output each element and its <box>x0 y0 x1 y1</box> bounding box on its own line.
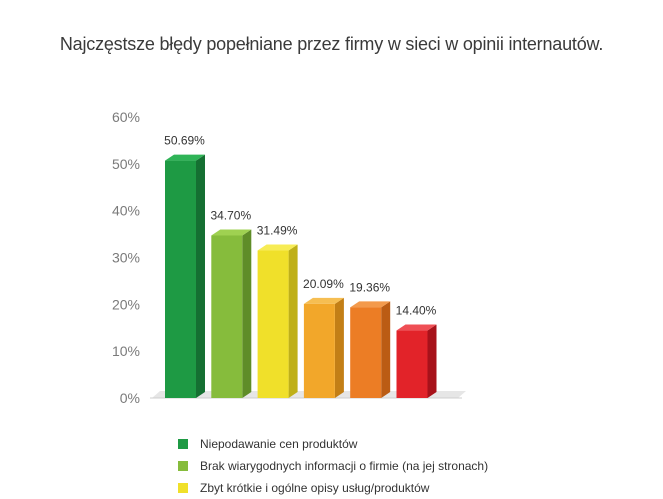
data-label: 31.49% <box>257 224 298 238</box>
y-tick-label: 0% <box>120 390 140 406</box>
legend-item: Zbyt krótkie i ogólne opisy usług/produk… <box>178 477 488 499</box>
y-tick-label: 50% <box>112 156 140 172</box>
data-label: 34.70% <box>210 208 251 222</box>
bar-side <box>381 301 391 398</box>
bar <box>350 301 391 398</box>
bar-front <box>303 303 335 398</box>
legend-label: Niepodawanie cen produktów <box>200 437 358 451</box>
bar-side <box>427 324 437 398</box>
data-label: 14.40% <box>396 304 437 318</box>
bar-front <box>211 235 243 398</box>
bar-top <box>211 229 252 236</box>
bar-side <box>334 297 344 398</box>
bar-front <box>396 330 428 398</box>
y-tick-label: 10% <box>112 343 140 359</box>
y-tick-label: 30% <box>112 250 140 266</box>
bar-side <box>196 154 205 398</box>
legend: Niepodawanie cen produktów Brak wiarygodn… <box>178 433 488 499</box>
bar-top <box>165 154 205 161</box>
legend-item: Niepodawanie cen produktów <box>178 433 488 455</box>
legend-label: Zbyt krótkie i ogólne opisy usług/produk… <box>200 481 430 495</box>
bar-front <box>350 307 382 398</box>
y-tick-label: 40% <box>112 203 140 219</box>
data-label: 19.36% <box>349 280 390 294</box>
legend-swatch <box>178 439 188 449</box>
bar <box>165 154 205 398</box>
bar <box>303 297 344 398</box>
data-label: 20.09% <box>303 277 344 291</box>
bar-side <box>288 244 298 398</box>
y-tick-label: 60% <box>112 109 140 125</box>
bar-top <box>257 244 298 251</box>
bar-front <box>165 160 196 398</box>
bar-side <box>242 229 252 398</box>
bar-top <box>396 324 437 331</box>
legend-swatch <box>178 461 188 471</box>
legend-label: Brak wiarygodnych informacji o firmie (n… <box>200 459 489 473</box>
data-label: 50.69% <box>164 134 205 148</box>
data-labels: 50.69% 34.70% 31.49% 20.09% 19.36% 14.40% <box>164 134 437 318</box>
bar-top <box>350 301 391 308</box>
legend-item: Brak wiarygodnych informacji o firmie (n… <box>178 455 488 477</box>
legend-swatch <box>178 483 188 493</box>
bar <box>211 229 252 398</box>
y-tick-label: 20% <box>112 296 140 312</box>
bars <box>165 154 437 398</box>
bar-front <box>257 250 289 398</box>
bar-top <box>303 297 344 304</box>
bar <box>257 244 298 398</box>
bar <box>396 324 437 398</box>
chart-title: Najczęstsze błędy popełniane przez firmy… <box>59 34 604 54</box>
